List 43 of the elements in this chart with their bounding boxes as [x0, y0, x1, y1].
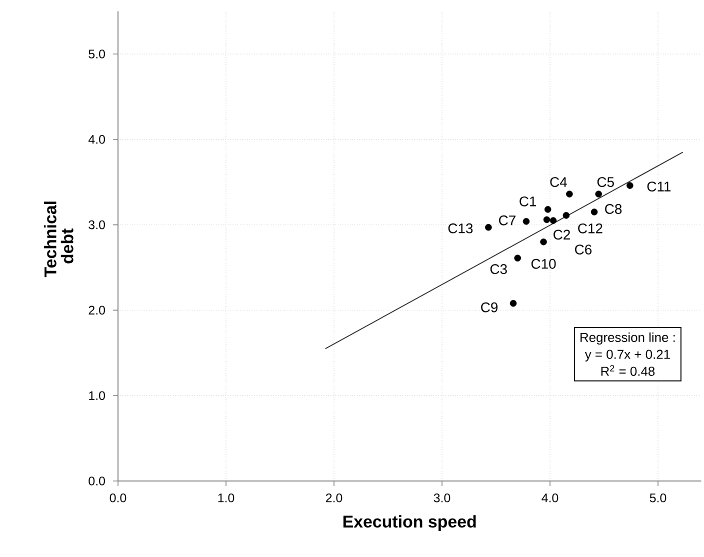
y-tick-label: 4.0 — [88, 134, 105, 144]
annotation: C9 — [481, 302, 498, 312]
annotation: C11 — [647, 182, 671, 192]
point — [522, 218, 530, 225]
annotation: R$^{2}$ = 0.48 — [601, 365, 655, 376]
annotation: C2 — [554, 230, 570, 240]
x-tick-label: 2.0 — [326, 493, 342, 502]
annotation: C8 — [605, 204, 622, 214]
annotation: C10 — [531, 258, 556, 269]
x-tick-label: 3.0 — [434, 493, 450, 502]
annotation: C5 — [597, 177, 614, 187]
annotation: Regression line : — [580, 332, 675, 345]
annotation: C6 — [575, 244, 592, 254]
point — [543, 216, 550, 224]
x-tick-label: 5.0 — [650, 493, 666, 502]
point — [485, 224, 492, 231]
point — [595, 190, 602, 198]
x-tick-label: 4.0 — [542, 493, 558, 502]
x-tick-label: 0.0 — [110, 493, 126, 502]
point — [590, 208, 598, 216]
point — [540, 238, 547, 246]
y-tick-label: 1.0 — [89, 391, 105, 400]
point — [626, 182, 634, 189]
annotation: y = 0.7x + 0.21 — [584, 350, 670, 362]
point — [562, 212, 570, 219]
point — [544, 206, 552, 213]
point — [514, 254, 521, 262]
annotation: C3 — [490, 264, 507, 274]
point — [566, 190, 573, 198]
point — [510, 300, 517, 307]
y-tick-label: 2.0 — [88, 306, 105, 315]
x-tick-label: 1.0 — [218, 493, 234, 502]
annotation: C7 — [499, 215, 516, 226]
y-tick-label: 5.0 — [88, 50, 105, 58]
y-tick-label: 0.0 — [88, 476, 105, 486]
annotation: C4 — [550, 177, 567, 187]
annotation: C13 — [448, 223, 473, 234]
annotation: C1 — [520, 196, 536, 206]
annotation: C12 — [578, 223, 602, 234]
x-axis-title: Execution speed — [343, 515, 476, 531]
point — [550, 217, 557, 224]
y-axis-title: Technical debt — [44, 202, 74, 278]
y-tick-label: 3.0 — [88, 220, 105, 230]
